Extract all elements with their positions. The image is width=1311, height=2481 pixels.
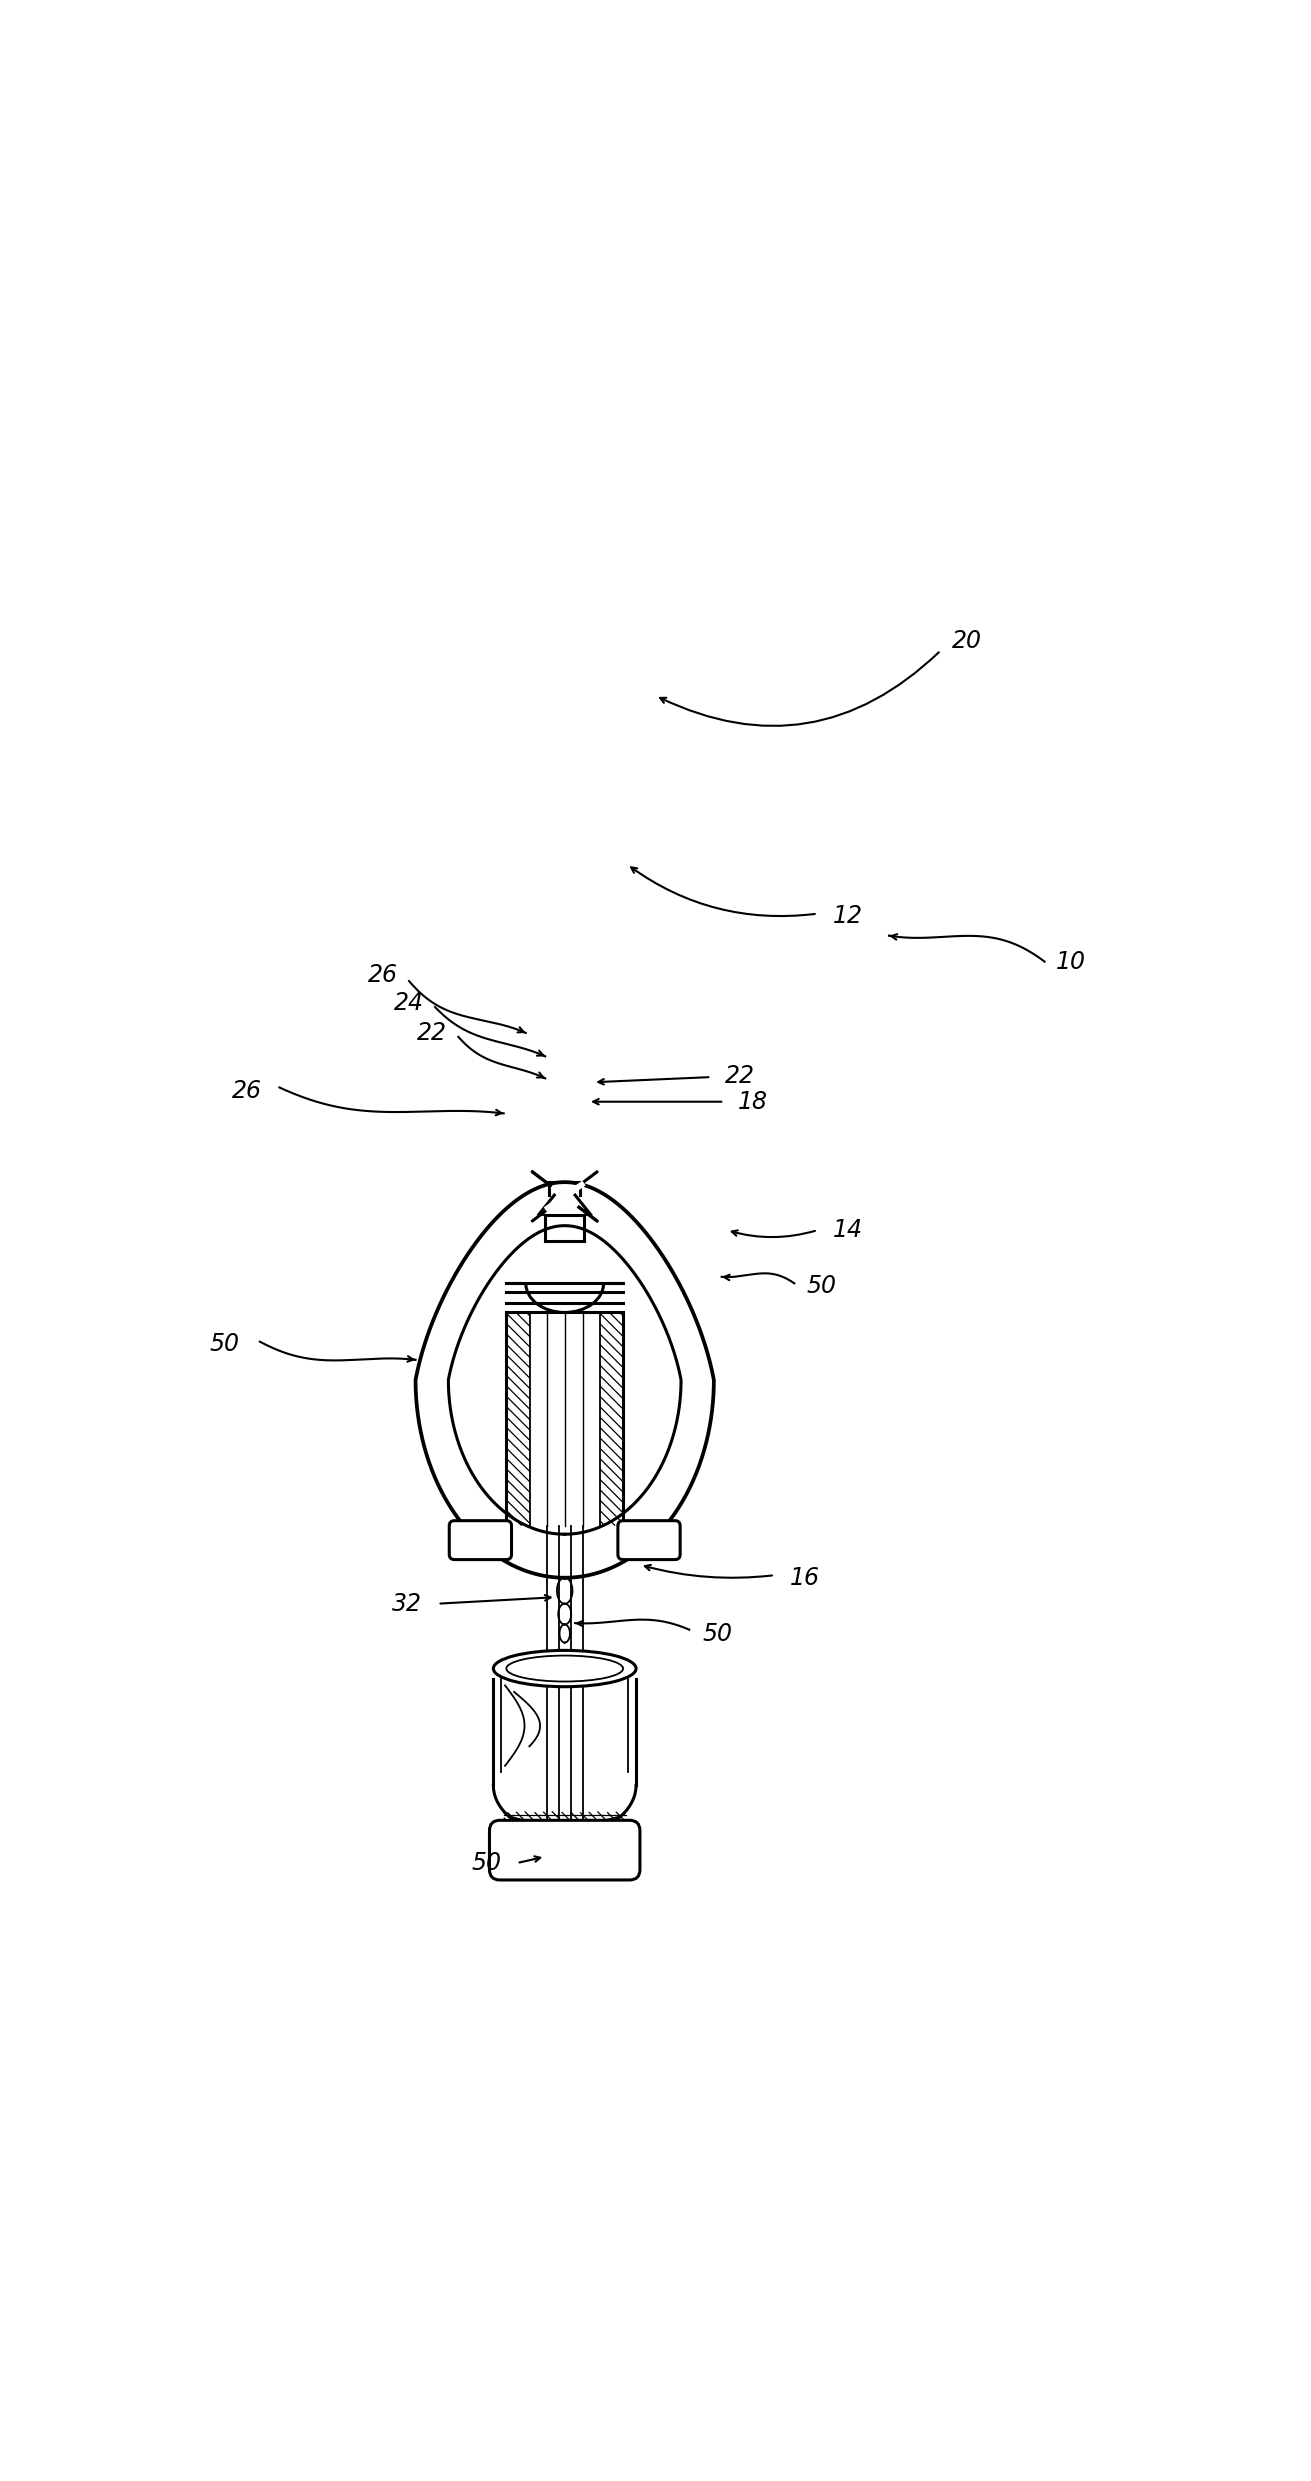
FancyBboxPatch shape [617,1521,680,1561]
Text: 26: 26 [232,1079,262,1104]
Text: 50: 50 [210,1332,240,1357]
Text: 22: 22 [725,1064,755,1087]
Ellipse shape [506,1655,623,1682]
Text: 22: 22 [417,1022,447,1045]
Text: 32: 32 [392,1593,421,1615]
Text: 26: 26 [368,963,399,987]
FancyBboxPatch shape [450,1521,511,1561]
Text: 18: 18 [738,1089,768,1114]
FancyBboxPatch shape [489,1821,640,1881]
Text: 16: 16 [789,1566,819,1590]
Ellipse shape [493,1650,636,1687]
Text: 10: 10 [1055,950,1086,973]
Text: 50: 50 [472,1851,502,1876]
Text: 12: 12 [832,903,863,928]
Text: 50: 50 [703,1623,733,1645]
Text: 20: 20 [952,630,982,653]
Text: 24: 24 [395,990,423,1015]
Text: 50: 50 [806,1273,836,1298]
Text: 14: 14 [832,1218,863,1243]
